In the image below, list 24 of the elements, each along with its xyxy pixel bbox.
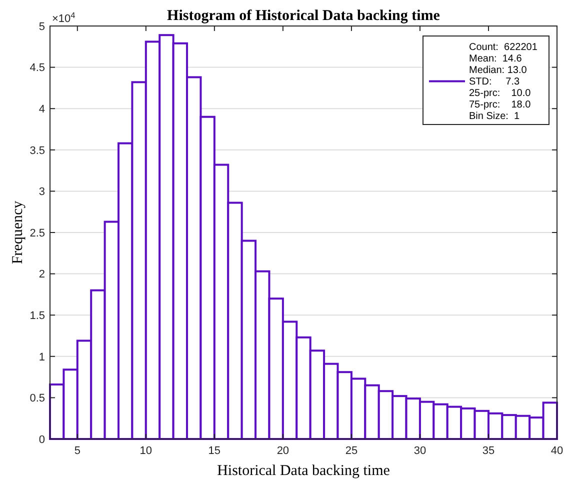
y-tick-label: 0 bbox=[38, 434, 45, 446]
y-tick-label: 1 bbox=[38, 351, 45, 364]
x-tick-label: 20 bbox=[276, 445, 290, 457]
text: ×10$^{4}$ bbox=[52, 10, 76, 25]
x-tick-label: 10 bbox=[140, 445, 152, 457]
y-tick-label: 4 bbox=[38, 103, 45, 116]
x-tick-label: 30 bbox=[414, 445, 426, 457]
x-tick-label: 5 bbox=[74, 445, 80, 457]
y-tick-label: 2 bbox=[38, 268, 45, 281]
y-tick-label: 2.5 bbox=[30, 227, 45, 240]
y-tick-label: 0.5 bbox=[30, 392, 45, 405]
chart-title: Histogram of Historical Data backing time bbox=[167, 8, 440, 24]
x-axis-title: Historical Data backing time bbox=[217, 463, 390, 479]
y-axis-title: Frequency bbox=[10, 200, 26, 264]
legend-label: Count: 622201 Mean: 14.6 Median: 13.0 STD: 7.3 25-prc: 10.0 75-prc: 18.0 Bin Size: 1 bbox=[469, 42, 538, 122]
x-tick-label: 15 bbox=[208, 445, 221, 457]
y-tick-label: 3.5 bbox=[30, 144, 45, 157]
y-tick-label: 4.5 bbox=[30, 62, 45, 74]
y-tick-label: 3 bbox=[38, 186, 45, 198]
x-tick-label: 25 bbox=[345, 445, 358, 457]
x-tick-label: 40 bbox=[550, 445, 564, 457]
x-tick-label: 35 bbox=[482, 445, 495, 457]
y-tick-label: 5 bbox=[38, 20, 45, 33]
y-tick-label: 1.5 bbox=[30, 310, 45, 322]
